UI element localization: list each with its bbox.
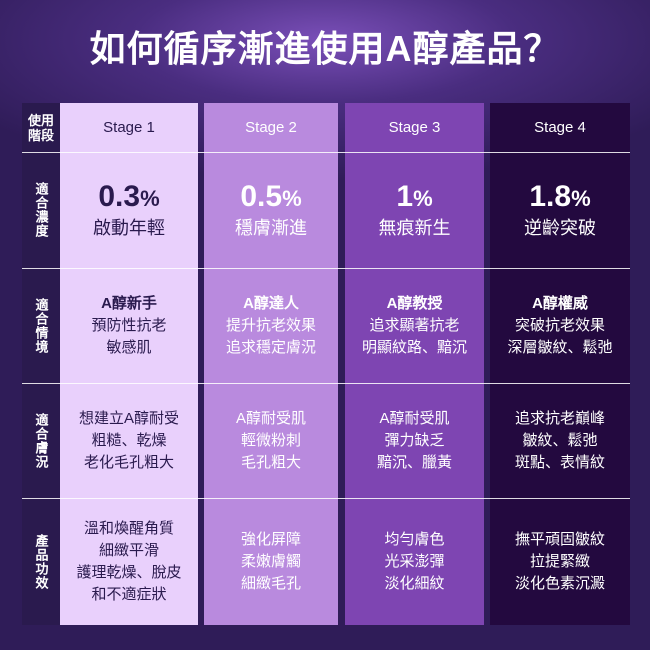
row-divider bbox=[22, 268, 630, 269]
stage-column-3: Stage 3 1% 無痕新生 A醇教授追求顯著抗老 明顯紋路、黯沉 A醇耐受肌彈… bbox=[345, 103, 484, 625]
concentration-value: 1% bbox=[396, 180, 432, 216]
row-divider bbox=[22, 383, 630, 384]
concentration-unit: % bbox=[413, 186, 433, 211]
text-line: 斑點、表情紋 bbox=[514, 453, 605, 471]
stage-name: Stage 4 bbox=[534, 118, 586, 136]
stage-header: Stage 2 bbox=[204, 103, 338, 152]
skin-cell: 追求抗老巔峰 皺紋、鬆弛斑點、表情紋 bbox=[490, 383, 630, 498]
row-label-stage: 使用 階段 bbox=[22, 103, 60, 152]
text-line: 細緻平滑 bbox=[98, 541, 159, 559]
concentration-value: 0.3% bbox=[98, 180, 159, 216]
scenario-title: A醇達人 bbox=[243, 294, 299, 312]
text-line: 黯沉、臘黃 bbox=[376, 453, 452, 471]
stage-name: Stage 1 bbox=[103, 118, 155, 136]
text-line: 追求顯著抗老 bbox=[369, 316, 460, 334]
row-label-scenario: 適合情境 bbox=[22, 268, 60, 383]
stage-column-1: Stage 1 0.3% 啟動年輕 A醇新手預防性抗老敏感肌 想建立A醇耐受 粗糙… bbox=[60, 103, 198, 625]
label-text: 適合膚況 bbox=[33, 412, 49, 469]
effect-cell: 均勻膚色光采澎彈淡化細紋 bbox=[345, 498, 484, 625]
label-text: 適合濃度 bbox=[33, 182, 49, 238]
text-line: 想建立A醇耐受 bbox=[78, 409, 179, 427]
text-line: 護理乾燥、脫皮 bbox=[76, 563, 182, 581]
label-line: 階段 bbox=[27, 127, 54, 143]
stage-header: Stage 1 bbox=[60, 103, 198, 152]
label-line: 使用 bbox=[27, 112, 54, 128]
scenario-cell: A醇權威突破抗老效果 深層皺紋、鬆弛 bbox=[490, 268, 630, 383]
skin-cell: A醇耐受肌輕微粉刺毛孔粗大 bbox=[204, 383, 338, 498]
text-line: 追求抗老巔峰 bbox=[514, 409, 605, 427]
text-line: 拉提緊緻 bbox=[529, 552, 590, 570]
concentration-number: 1.8 bbox=[529, 180, 572, 213]
concentration-number: 0.3 bbox=[98, 180, 141, 213]
concentration-desc: 穩膚漸進 bbox=[235, 218, 307, 238]
scenario-title: A醇教授 bbox=[386, 294, 443, 312]
text-line: 均勻膚色 bbox=[384, 530, 445, 548]
concentration-cell: 0.3% 啟動年輕 bbox=[60, 152, 198, 268]
scenario-title: A醇新手 bbox=[101, 294, 157, 312]
row-label-concentration: 適合濃度 bbox=[22, 152, 60, 268]
stage-name: Stage 3 bbox=[388, 118, 441, 136]
text-line: 敏感肌 bbox=[106, 338, 152, 356]
concentration-desc: 無痕新生 bbox=[378, 218, 451, 238]
concentration-value: 0.5% bbox=[240, 180, 301, 216]
concentration-unit: % bbox=[571, 186, 591, 211]
stage-name: Stage 2 bbox=[245, 118, 297, 136]
concentration-number: 1 bbox=[396, 180, 414, 213]
row-label-skin: 適合膚況 bbox=[22, 383, 60, 498]
text-line: 毛孔粗大 bbox=[240, 453, 301, 471]
concentration-unit: % bbox=[140, 186, 160, 211]
effect-cell: 強化屏障柔嫩膚觸細緻毛孔 bbox=[204, 498, 338, 625]
text-line: 皺紋、鬆弛 bbox=[522, 431, 598, 449]
text-line: A醇耐受肌 bbox=[379, 409, 450, 427]
concentration-cell: 0.5% 穩膚漸進 bbox=[204, 152, 338, 268]
scenario-cell: A醇教授追求顯著抗老 明顯紋路、黯沉 bbox=[345, 268, 484, 383]
effect-cell: 溫和煥醒角質 細緻平滑護理乾燥、脫皮 和不適症狀 bbox=[60, 498, 198, 625]
concentration-desc: 逆齡突破 bbox=[524, 218, 596, 238]
text-line: 柔嫩膚觸 bbox=[240, 552, 301, 570]
text-line: 輕微粉刺 bbox=[240, 431, 301, 449]
text-line: 老化毛孔粗大 bbox=[83, 453, 174, 471]
scenario-cell: A醇達人提升抗老效果 追求穩定膚況 bbox=[204, 268, 338, 383]
row-label-effect: 產品功效 bbox=[22, 498, 60, 625]
row-divider bbox=[22, 152, 630, 153]
skin-cell: A醇耐受肌彈力缺乏黯沉、臘黃 bbox=[345, 383, 484, 498]
page-title: 如何循序漸進使用A醇產品？ bbox=[89, 28, 561, 69]
text-line: 撫平頑固皺紋 bbox=[514, 530, 605, 548]
concentration-number: 0.5 bbox=[240, 180, 283, 213]
text-line: 提升抗老效果 bbox=[225, 316, 316, 334]
scenario-cell: A醇新手預防性抗老敏感肌 bbox=[60, 268, 198, 383]
text-line: 淡化色素沉澱 bbox=[514, 574, 605, 592]
skin-cell: 想建立A醇耐受 粗糙、乾燥老化毛孔粗大 bbox=[60, 383, 198, 498]
text-line: 彈力缺乏 bbox=[384, 431, 445, 449]
label-text: 適合情境 bbox=[33, 297, 49, 354]
row-divider bbox=[22, 498, 630, 499]
concentration-cell: 1.8% 逆齡突破 bbox=[490, 152, 630, 268]
effect-cell: 撫平頑固皺紋 拉提緊緻淡化色素沉澱 bbox=[490, 498, 630, 625]
text-line: 預防性抗老 bbox=[91, 316, 167, 334]
text-line: 細緻毛孔 bbox=[240, 574, 301, 592]
text-line: A醇耐受肌 bbox=[235, 409, 306, 427]
label-text: 產品功效 bbox=[33, 533, 49, 590]
text-line: 明顯紋路、黯沉 bbox=[361, 338, 467, 356]
text-line: 淡化細紋 bbox=[384, 574, 445, 592]
text-line: 光采澎彈 bbox=[384, 552, 445, 570]
stage-header: Stage 3 bbox=[345, 103, 484, 152]
concentration-cell: 1% 無痕新生 bbox=[345, 152, 484, 268]
stage-column-2: Stage 2 0.5% 穩膚漸進 A醇達人提升抗老效果 追求穩定膚況 A醇耐受肌… bbox=[204, 103, 338, 625]
stage-header: Stage 4 bbox=[490, 103, 630, 152]
text-line: 和不適症狀 bbox=[91, 585, 167, 603]
concentration-value: 1.8% bbox=[529, 180, 590, 216]
text-line: 深層皺紋、鬆弛 bbox=[507, 338, 613, 356]
scenario-title: A醇權威 bbox=[532, 294, 588, 312]
text-line: 溫和煥醒角質 bbox=[83, 519, 174, 537]
concentration-desc: 啟動年輕 bbox=[93, 218, 165, 238]
row-label-column bbox=[22, 103, 60, 625]
text-line: 強化屏障 bbox=[240, 530, 301, 548]
text-line: 突破抗老效果 bbox=[514, 316, 605, 334]
stage-column-4: Stage 4 1.8% 逆齡突破 A醇權威突破抗老效果 深層皺紋、鬆弛 追求抗老… bbox=[490, 103, 630, 625]
concentration-unit: % bbox=[282, 186, 302, 211]
text-line: 追求穩定膚況 bbox=[225, 338, 316, 356]
text-line: 粗糙、乾燥 bbox=[91, 431, 167, 449]
